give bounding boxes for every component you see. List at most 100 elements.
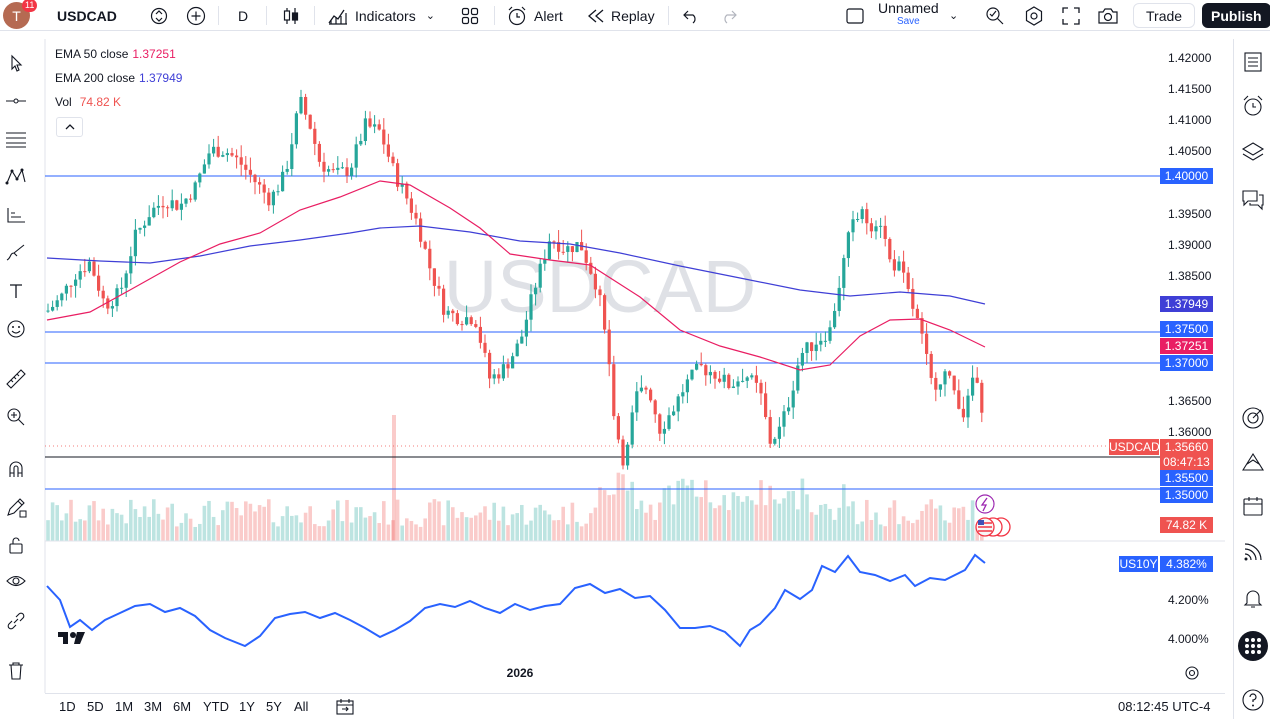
clock-timezone[interactable]: 08:12:45 UTC-4 (1118, 699, 1211, 714)
volume-bar (451, 507, 455, 541)
range-button-5y[interactable]: 5Y (266, 699, 282, 714)
layout-name-button[interactable]: Unnamed Save (878, 0, 939, 27)
chart-type-button[interactable] (281, 3, 301, 28)
redo-button[interactable] (720, 3, 738, 28)
zoom-in-icon[interactable] (4, 405, 28, 429)
fullscreen-button[interactable] (1061, 3, 1081, 28)
candle-body (713, 371, 717, 379)
candle-body (566, 246, 570, 252)
candle-body (391, 156, 395, 164)
price-chart[interactable]: USDCAD 2026 (0, 0, 1230, 693)
candle-body (626, 444, 630, 466)
range-button-5d[interactable]: 5D (87, 699, 104, 714)
apps-grid-icon[interactable] (1238, 631, 1268, 661)
volume-bar (809, 512, 814, 541)
watchlist-icon[interactable] (1240, 49, 1266, 75)
candle-body (327, 169, 331, 172)
candle-body (345, 167, 349, 176)
publish-button[interactable]: Publish (1202, 3, 1270, 28)
settings-button[interactable] (1023, 3, 1045, 28)
bell-icon[interactable] (1240, 585, 1266, 611)
trash-icon[interactable] (4, 659, 28, 683)
range-button-all[interactable]: All (294, 699, 309, 714)
trade-button[interactable]: Trade (1133, 3, 1196, 28)
layers-icon[interactable] (1240, 139, 1266, 165)
alert-button[interactable]: Alert (506, 3, 563, 28)
magnet-icon[interactable] (4, 457, 28, 481)
volume-bar (874, 512, 878, 541)
candle-body (534, 287, 538, 295)
volume-bar (740, 501, 745, 541)
mountain-icon[interactable] (1240, 449, 1266, 475)
ema200-legend[interactable]: EMA 200 close 1.37949 (55, 71, 183, 85)
replay-button[interactable]: Replay (587, 3, 655, 28)
fib-retracement-icon[interactable] (4, 127, 28, 151)
ema50-legend[interactable]: EMA 50 close 1.37251 (55, 47, 176, 61)
candle-body (317, 143, 321, 162)
horizontal-lines[interactable] (45, 175, 1160, 490)
candle-body (948, 371, 952, 376)
volume-bar (372, 512, 377, 541)
interval-button[interactable]: D (238, 7, 249, 24)
range-button-1d[interactable]: 1D (59, 699, 76, 714)
compare-symbol-icon[interactable] (150, 7, 168, 25)
pattern-icon[interactable] (4, 165, 28, 189)
layout-menu-chevron-icon[interactable]: ⌄ (949, 10, 959, 22)
layouts-button[interactable] (460, 3, 480, 28)
brush-icon[interactable] (4, 241, 28, 265)
cursor-icon[interactable] (4, 51, 28, 75)
volume-legend[interactable]: Vol 74.82 K (55, 95, 122, 109)
alerts-clock-icon[interactable] (1240, 93, 1266, 119)
target-icon[interactable] (1240, 405, 1266, 431)
volume-bar (635, 509, 639, 541)
candle-body (874, 226, 878, 232)
ruler-icon[interactable] (4, 367, 28, 391)
scale-settings-icon[interactable] (1185, 666, 1199, 680)
indicators-button[interactable]: Indicators ⌄ (327, 3, 435, 28)
indicators-icon (328, 9, 347, 25)
range-button-6m[interactable]: 6M (173, 699, 192, 714)
volume-bar (69, 499, 73, 541)
candle-body (428, 248, 432, 269)
forecasting-icon[interactable] (4, 203, 28, 227)
layout-checkbox[interactable] (845, 3, 865, 28)
calendar-icon[interactable] (1240, 493, 1266, 519)
candle-body (193, 182, 197, 200)
volume-bar (234, 508, 239, 541)
link-icon[interactable] (4, 609, 28, 633)
candle-body (166, 207, 170, 209)
collapse-legend-button[interactable] (56, 117, 83, 137)
eye-icon[interactable] (4, 569, 28, 593)
candle-body (414, 212, 418, 219)
symbol-search[interactable]: USDCAD (44, 3, 174, 28)
volume-bar (699, 497, 703, 541)
volume-bar (50, 502, 55, 541)
candle-body (943, 371, 947, 385)
quick-search-button[interactable] (984, 3, 1006, 28)
range-button-3m[interactable]: 3M (144, 699, 163, 714)
volume-bar (543, 510, 547, 541)
candle-body (938, 384, 942, 390)
add-symbol-button[interactable] (186, 3, 206, 28)
chat-icon[interactable] (1240, 187, 1266, 213)
broadcast-icon[interactable] (1240, 539, 1266, 565)
volume-bar (216, 525, 220, 541)
text-tool-icon[interactable] (4, 279, 28, 303)
range-button-ytd[interactable]: YTD (203, 699, 229, 714)
chevron-down-icon[interactable]: ⌄ (425, 10, 435, 22)
lightning-event-icon[interactable] (975, 494, 995, 514)
go-to-date-icon[interactable] (335, 698, 355, 716)
candle-body (262, 184, 266, 193)
help-icon[interactable] (1240, 687, 1266, 713)
lock-icon[interactable] (4, 533, 28, 557)
lock-drawings-icon[interactable] (4, 495, 28, 519)
undo-button[interactable] (682, 3, 700, 28)
range-button-1y[interactable]: 1Y (239, 699, 255, 714)
emoji-icon[interactable] (4, 317, 28, 341)
volume-bar (855, 524, 860, 541)
trend-line-icon[interactable] (4, 89, 28, 113)
range-button-1m[interactable]: 1M (115, 699, 134, 714)
candle-body (810, 342, 814, 352)
volume-bar (382, 501, 386, 541)
screenshot-button[interactable] (1097, 3, 1119, 28)
